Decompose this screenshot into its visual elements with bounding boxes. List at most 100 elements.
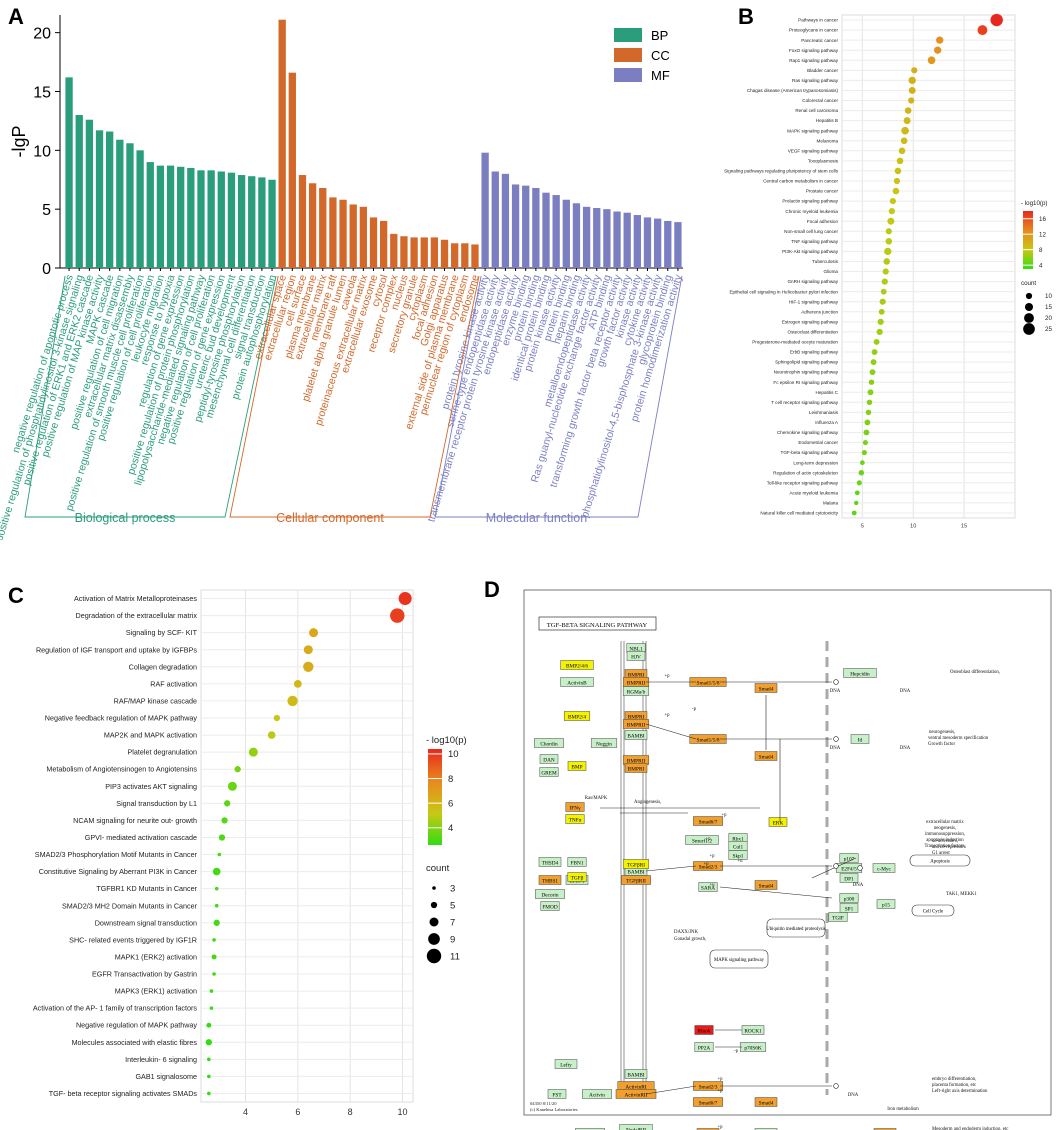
term-label: Interleukin- 6 signaling (125, 1055, 197, 1064)
diagram-annotation: neogenesis, (934, 826, 956, 831)
diagram-annotation: Left-right axis determination (932, 1089, 988, 1094)
bar-bp (136, 150, 144, 268)
term-label: Endometrial cancer (798, 440, 838, 445)
bar-mf (542, 192, 550, 268)
diagram-annotation: ventral mesoderm specification (928, 736, 989, 741)
term-label: Non-small cell lung cancer (784, 229, 838, 234)
diagram-annotation: co-activators, (932, 839, 958, 844)
diagram-annotation: +p (705, 837, 711, 842)
gene-node-label: Cul1 (733, 844, 744, 850)
diagram-annotation: -p (734, 1049, 739, 1054)
term-bubble (863, 429, 870, 436)
bar-bp (237, 175, 246, 268)
term-label: Adherens junction (801, 309, 838, 314)
gene-node (540, 901, 560, 911)
size-legend-dot (1025, 292, 1033, 300)
bar-bp (106, 131, 114, 268)
diagram-annotation: DNA (853, 883, 864, 888)
gene-node (560, 660, 594, 670)
term-label: Estrogen signaling pathway (782, 319, 839, 324)
diagram-annotation: G1 arrest (932, 851, 950, 856)
term-bubble (273, 714, 281, 722)
gene-node (872, 863, 896, 873)
term-label: T cell receptor signaling pathway (771, 400, 839, 405)
term-bubble (224, 800, 231, 807)
gene-node-label: Skp1 (733, 853, 744, 859)
bar-cc (400, 236, 408, 268)
bar-cc (349, 204, 357, 268)
diagram-annotation: +u (709, 883, 715, 888)
gene-node (575, 1128, 605, 1130)
gene-node-label: THBS1 (542, 878, 559, 884)
diagram-annotation: +p (717, 1077, 723, 1082)
bar-mf (653, 218, 662, 268)
diagram-annotation: embryo differentiation, (932, 1077, 976, 1082)
panel-b: B 5 10 15 Pathways in cancer Proteoglycans in… (720, 0, 1059, 540)
kegg-bubble-chart: B 5 10 15 Pathways in cancer Proteoglycans in… (724, 4, 1052, 530)
bar-cc (379, 220, 388, 268)
size-legend-label: 10 (1045, 293, 1052, 300)
term-bubble (990, 13, 1003, 27)
term-bubble (854, 500, 859, 506)
term-label: Osteoclast differentiation (788, 330, 839, 335)
gene-node-label: IFNγ (570, 805, 582, 811)
diagram-annotation: +p (717, 1125, 723, 1130)
bar-mf (593, 207, 601, 268)
term-bubble (869, 369, 876, 376)
term-bubble (877, 318, 884, 325)
term-bubble (287, 695, 298, 707)
diagram-annotation: +p (721, 813, 727, 818)
gene-node (547, 1089, 567, 1099)
term-bubble (234, 766, 241, 773)
bar-bp (177, 166, 185, 268)
gene-node-label: Smad1/5/8 (697, 680, 720, 686)
bar-mf (501, 173, 510, 268)
term-bubble (876, 328, 883, 335)
gene-node (619, 1124, 653, 1130)
bar-cc (298, 175, 307, 268)
gene-node (839, 893, 859, 903)
bar-mf (522, 185, 530, 268)
gene-node (590, 738, 618, 748)
x-tick-label: 8 (348, 1107, 353, 1117)
gene-node (754, 751, 778, 761)
term-label: SMAD2/3 Phosphorylation Motif Mutants in… (35, 850, 198, 859)
gene-node-label: Smad2/3 (699, 864, 718, 870)
term-label: VEGF signaling pathway (788, 148, 839, 153)
bar-cc (329, 197, 337, 268)
term-bubble (881, 278, 888, 285)
color-legend-bar (428, 749, 442, 845)
term-bubble (878, 308, 885, 315)
gene-node (560, 677, 594, 687)
term-bubble (904, 107, 912, 114)
bar-cc (288, 72, 296, 268)
gene-node-label: Decorin (541, 892, 558, 898)
gene-node-label: TNFα (569, 817, 582, 823)
linked-pathway-box (709, 949, 769, 969)
term-bubble (209, 1006, 214, 1010)
gene-node (539, 767, 559, 777)
term-bubble (294, 680, 302, 688)
diagram-annotation: and co-repressors (932, 845, 966, 850)
term-label: MAPK3 (ERK1) activation (115, 987, 197, 996)
term-label: Regulation of IGF transport and uptake b… (36, 645, 197, 654)
term-bubble (870, 359, 877, 365)
diagram-annotation: +u (737, 859, 743, 864)
gene-node (622, 859, 650, 869)
term-label: Chemokine signaling pathway (777, 430, 839, 435)
group-label: Molecular function (486, 511, 587, 525)
bar-bp (156, 165, 165, 268)
diagram-annotation: DAXX/JNK (674, 930, 699, 935)
bar-mf (674, 222, 682, 268)
bar-bp (166, 165, 175, 268)
x-tick-label: 6 (295, 1107, 300, 1117)
color-legend-bar (1023, 211, 1033, 269)
diagram-annotation: Osteoblast differentiation, (950, 670, 1000, 675)
bar-mf (633, 215, 641, 268)
group-bracket (434, 275, 683, 518)
gene-node-label: ActivinRI (625, 1084, 646, 1090)
term-bubble (209, 989, 214, 993)
gene-node (850, 734, 870, 744)
gene-node (565, 814, 585, 824)
term-label: Toxoplasmosis (808, 158, 839, 163)
